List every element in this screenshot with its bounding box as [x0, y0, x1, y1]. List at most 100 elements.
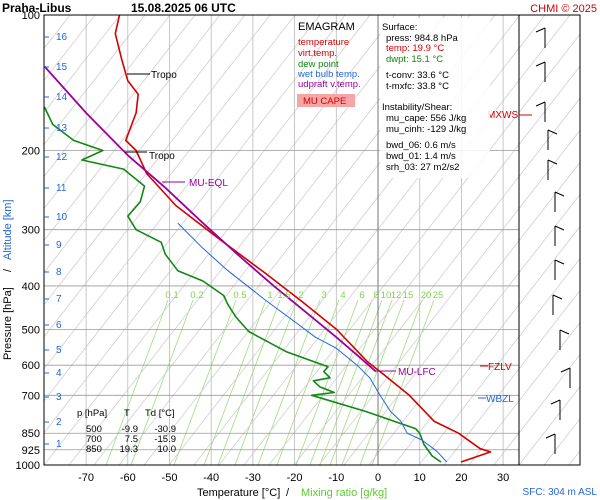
wind-barb-feather — [552, 294, 563, 300]
x-tick-label: -40 — [203, 472, 219, 484]
x-axis-temp-label: Temperature [°C] — [197, 487, 280, 499]
profile-series — [44, 15, 492, 463]
mixing-ratio-label: 1.5 — [277, 290, 290, 301]
mixing-ratio-label: 25 — [433, 290, 444, 301]
x-tick-label: -10 — [328, 472, 344, 484]
t-mxfc: t-mxfc: 33.8 °C — [386, 81, 449, 92]
station-title: Praha-Libus — [2, 1, 72, 15]
y-tick-label: 925 — [22, 445, 40, 457]
mu-cape-badge-bg — [297, 94, 355, 107]
wind-barb — [547, 129, 558, 150]
mu-eql-marker: MU-EQL — [162, 178, 228, 189]
series-wet-bulb-temp- — [177, 222, 448, 463]
legend: EMAGRAM temperature virt.temp. dew point… — [297, 21, 361, 107]
altitude-label: 13 — [56, 123, 68, 134]
credit[interactable]: CHMI © 2025 — [530, 3, 597, 15]
altitude-label: 6 — [56, 320, 62, 331]
mixing-ratio-label: 0.5 — [233, 290, 246, 301]
wind-barb — [535, 61, 546, 82]
altitude-label: 16 — [56, 32, 68, 43]
bwd-01: bwd_01: 1.4 m/s — [386, 151, 456, 162]
mixing-ratio-label: 6 — [359, 290, 364, 301]
mxws-marker: MXWS — [487, 110, 532, 121]
srh-03: srh_03: 27 m2/s2 — [386, 162, 459, 173]
tropo-label-1: Tropo — [151, 70, 177, 81]
x-tick-label: 10 — [414, 472, 426, 484]
dry-adiabat-line — [293, 97, 580, 465]
dry-adiabat-line — [493, 354, 580, 465]
altitude-label: 12 — [56, 152, 68, 163]
wbzl-marker: WBZL — [478, 394, 514, 405]
mixing-ratio-label: 8 — [373, 290, 378, 301]
legend-item-wet-bulb: wet bulb temp. — [297, 69, 360, 80]
table-header-p: p [hPa] — [77, 408, 107, 419]
plot-area — [44, 15, 580, 465]
isobar-grid — [44, 15, 519, 465]
mixing-ratio-label: 20 — [421, 290, 432, 301]
wind-barb — [552, 294, 563, 315]
altitude-label: 10 — [56, 212, 68, 223]
mixing-ratio-line — [257, 299, 321, 465]
y-axis-pressure-label: Pressure [hPa] — [2, 287, 14, 360]
mixing-ratio-label: 0.2 — [190, 290, 203, 301]
x-tick-label: 30 — [497, 472, 509, 484]
legend-item-temperature: temperature — [298, 37, 349, 48]
wind-barbs — [535, 27, 571, 454]
mu-eql-label: MU-EQL — [189, 178, 228, 189]
wind-barb-feather — [535, 27, 546, 33]
table-row-700-t: 7.5 — [125, 434, 138, 445]
altitude-label: 9 — [56, 240, 62, 251]
info-panel: Surface: press: 984.8 hPa temp: 19.9 °C … — [380, 18, 490, 178]
y-tick-label: 600 — [22, 360, 40, 372]
altitude-label: 1 — [56, 439, 62, 450]
mixing-ratio-labels: 0.1 0.2 0.5 1 1.5 2 3 4 6 8 10 12 15 20 25 — [165, 290, 443, 301]
dry-adiabat-line — [44, 15, 321, 370]
x-tick-label: -20 — [287, 472, 303, 484]
altitude-label: 14 — [56, 92, 68, 103]
mu-cape-badge: MU CAPE — [303, 96, 346, 107]
dry-adiabat-line — [44, 15, 121, 114]
t-conv: t-conv: 33.6 °C — [386, 70, 449, 81]
y-tick-label: 300 — [22, 225, 40, 237]
mixing-ratio-label: 1 — [267, 290, 272, 301]
dry-adiabat-line — [518, 386, 580, 465]
x-tick-label: -70 — [78, 472, 94, 484]
info-panel-bg — [380, 18, 490, 178]
pressure-tick-labels: 100 200 300 400 500 600 700 850 925 1000 — [16, 10, 40, 472]
mixing-ratio-label: 12 — [391, 290, 402, 301]
mixing-ratio-label: 2 — [298, 290, 303, 301]
mu-cinh: mu_cinh: -129 J/kg — [386, 124, 466, 135]
temperature-tick-labels: -70 -60 -50 -40 -30 -20 -10 0 10 20 30 — [78, 472, 509, 484]
wind-barb-feather — [545, 433, 556, 439]
y-tick-label: 1000 — [16, 460, 40, 472]
datetime-title: 15.08.2025 06 UTC — [131, 1, 236, 15]
wind-barb-feather — [559, 329, 570, 335]
wind-barb-feather — [554, 259, 565, 265]
table-row-850-td: 10.0 — [158, 444, 177, 455]
mxws-label: MXWS — [487, 110, 518, 121]
legend-item-updraft: udpraft v.temp. — [298, 79, 361, 90]
table-row-850-t: 19.3 — [120, 444, 139, 455]
plot-frame — [43, 14, 581, 466]
wind-barb-feather — [554, 191, 565, 197]
wind-barb — [554, 259, 565, 280]
altitude-label: 7 — [56, 294, 62, 305]
altitude-label: 3 — [56, 392, 62, 403]
fzlv-marker: FZLV — [480, 362, 512, 373]
wind-barb — [545, 433, 556, 454]
mixing-ratio-line — [130, 299, 194, 465]
mixing-ratio-label: 10 — [381, 290, 392, 301]
altitude-label: 15 — [56, 62, 68, 73]
wind-barb — [554, 191, 565, 212]
table-row-500-td: -30.9 — [154, 424, 176, 435]
dry-adiabat-line — [44, 15, 196, 210]
series-dew-point — [44, 106, 442, 463]
wind-barb — [535, 101, 546, 122]
mu-lfc-label: MU-LFC — [398, 367, 436, 378]
series-temperature — [114, 15, 492, 463]
table-row-850-p: 850 — [86, 444, 102, 455]
x-axis-mix-label: Mixing ratio [g/kg] — [301, 487, 387, 499]
wind-barb — [550, 399, 561, 420]
mixing-ratio-line — [371, 299, 435, 465]
